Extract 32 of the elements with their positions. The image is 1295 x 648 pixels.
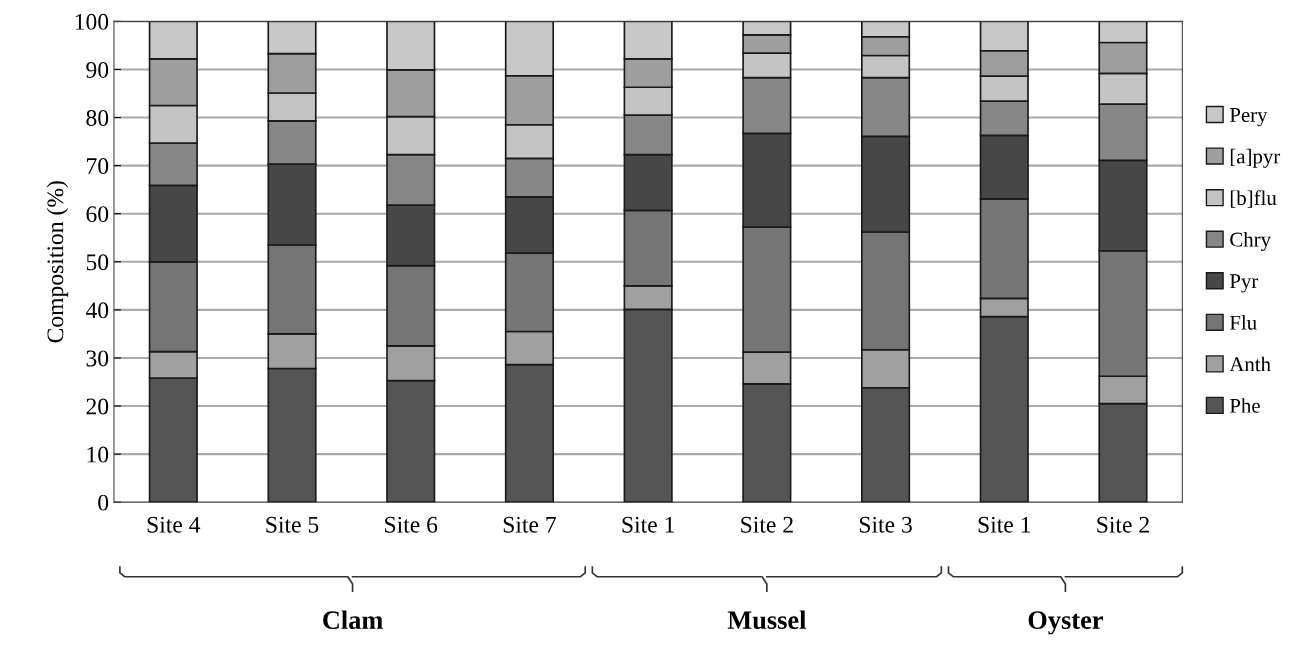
y-tick-label: 10	[87, 446, 109, 463]
legend-label: Anth	[1229, 356, 1271, 372]
x-tick-label: Site 2	[1097, 516, 1149, 533]
y-tick-label: 70	[87, 158, 109, 175]
x-tick-label: Site 1	[622, 516, 674, 533]
legend-label: [b]flu	[1230, 190, 1277, 208]
legend-label: Chry	[1230, 231, 1271, 251]
y-tick-label: 80	[86, 110, 109, 126]
x-tick-label: Site 5	[266, 516, 319, 533]
legend-label: Pery	[1229, 108, 1268, 127]
x-tick-label: Site 3	[859, 516, 912, 533]
legend-label: [a]pyr	[1230, 148, 1281, 168]
y-tick-label: 30	[86, 350, 109, 367]
text: Oyster	[1028, 611, 1103, 635]
legend-label: Flu	[1229, 315, 1257, 330]
legend-label: Pyr	[1229, 274, 1259, 293]
y-tick-label: 0	[98, 494, 109, 511]
x-tick-label: Site 1	[978, 516, 1031, 533]
y-tick-label: 40	[85, 302, 109, 319]
legend-label: Phe	[1229, 398, 1260, 413]
x-tick-label: Site 6	[385, 516, 438, 533]
y-tick-label: 20	[86, 398, 109, 415]
text: Clam	[323, 610, 383, 630]
x-tick-label: Site 2	[741, 516, 793, 533]
x-tick-label: Site 4	[147, 516, 201, 533]
x-tick-label: Site 7	[503, 516, 556, 533]
y-tick-label: 50	[86, 254, 109, 271]
y-axis-title: Composition (%)	[46, 181, 69, 343]
y-tick-label: 100	[75, 13, 109, 30]
y-tick-label: 60	[86, 206, 109, 223]
y-tick-label: 90	[86, 61, 109, 78]
text: Mussel	[727, 610, 806, 630]
